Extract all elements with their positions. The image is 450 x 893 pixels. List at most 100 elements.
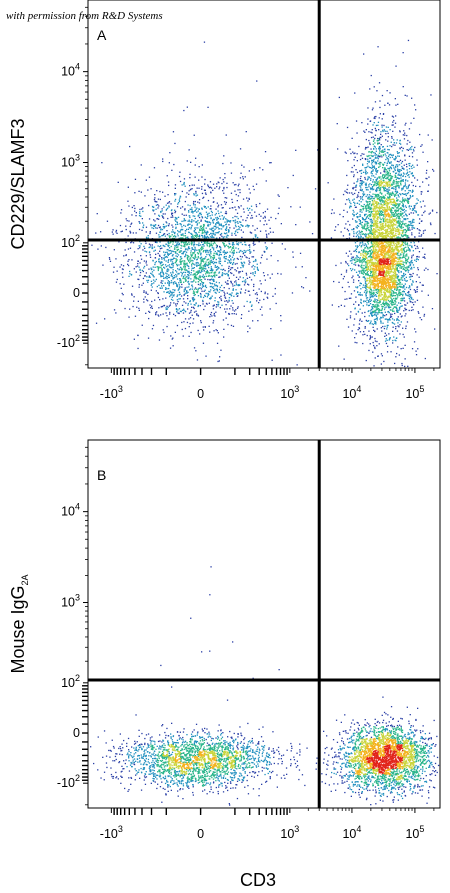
event-dot <box>365 158 367 161</box>
event-dot <box>365 229 368 232</box>
event-dot <box>228 293 230 295</box>
event-dot <box>230 261 232 264</box>
event-dot <box>386 286 388 288</box>
event-dot <box>178 237 180 240</box>
event-dot <box>256 227 258 230</box>
event-dot <box>145 291 147 293</box>
event-dot <box>394 362 396 365</box>
event-dot <box>169 291 172 293</box>
event-dot <box>349 268 352 270</box>
event-dot <box>393 181 395 184</box>
event-dot <box>197 253 200 255</box>
event-dot <box>187 271 189 273</box>
event-dot <box>161 261 163 263</box>
event-dot <box>353 318 356 320</box>
event-dot <box>413 221 415 223</box>
event-dot <box>190 226 192 229</box>
event-dot <box>192 260 194 262</box>
event-dot <box>200 265 202 267</box>
event-dot <box>375 314 377 316</box>
event-dot <box>159 198 161 201</box>
event-dot <box>189 220 191 223</box>
event-dot <box>183 309 185 311</box>
event-dot <box>163 331 165 334</box>
event-dot <box>248 225 250 227</box>
event-dot <box>375 318 378 320</box>
event-dot <box>414 207 416 209</box>
event-dot <box>431 209 434 211</box>
event-dot <box>155 260 157 263</box>
event-dot <box>227 271 230 273</box>
event-dot <box>158 215 161 217</box>
event-dot <box>391 309 394 311</box>
event-dot <box>385 222 387 225</box>
event-dot <box>217 231 219 234</box>
event-dot <box>163 285 165 287</box>
event-dot <box>232 325 235 327</box>
event-dot <box>386 90 388 92</box>
event-dot <box>176 278 179 280</box>
event-dot <box>396 214 398 216</box>
event-dot <box>407 202 410 204</box>
event-dot <box>184 262 186 264</box>
event-dot <box>150 224 152 227</box>
event-dot <box>381 201 383 203</box>
event-dot <box>395 292 397 294</box>
event-dot <box>363 219 365 221</box>
event-dot <box>224 296 226 298</box>
event-dot <box>246 300 248 303</box>
event-dot <box>406 253 408 255</box>
event-dot <box>222 226 224 228</box>
event-dot <box>384 196 386 199</box>
event-dot <box>373 199 375 202</box>
event-dot <box>187 304 189 306</box>
event-dot <box>178 200 181 202</box>
event-dot <box>395 194 397 196</box>
event-dot <box>251 266 253 268</box>
event-dot <box>382 151 384 153</box>
event-dot <box>154 200 156 202</box>
event-dot <box>368 349 370 352</box>
event-dot <box>364 214 366 217</box>
event-dot <box>378 198 380 200</box>
plot-frame <box>87 0 441 369</box>
event-dot <box>400 229 402 231</box>
event-dot <box>148 276 150 278</box>
event-dot <box>193 273 195 275</box>
event-dot <box>360 242 362 244</box>
event-dot <box>223 294 226 297</box>
event-dot <box>183 301 185 303</box>
event-dot <box>172 258 174 260</box>
event-dot <box>221 235 223 238</box>
event-dot <box>374 201 376 203</box>
event-dot <box>150 284 152 286</box>
event-dot <box>167 260 169 262</box>
event-dot <box>175 260 177 262</box>
event-dot <box>371 161 373 163</box>
event-dot <box>355 251 358 253</box>
event-dot <box>360 253 362 255</box>
event-dot <box>201 270 203 272</box>
event-dot <box>162 298 164 300</box>
event-dot <box>386 285 388 287</box>
event-dot <box>213 304 215 307</box>
event-dot <box>408 176 410 178</box>
event-dot <box>381 204 383 206</box>
event-dot <box>116 232 118 234</box>
event-dot <box>168 232 170 235</box>
event-dot <box>401 221 403 223</box>
event-dot <box>227 274 229 276</box>
event-dot <box>383 177 385 179</box>
event-dot <box>364 327 366 329</box>
event-dot <box>214 242 216 244</box>
event-dot <box>359 257 361 259</box>
event-dot <box>253 169 255 171</box>
event-dot <box>155 290 157 292</box>
event-dot <box>259 230 262 232</box>
event-dot <box>201 232 203 235</box>
event-dot <box>238 207 240 209</box>
event-dot <box>243 262 246 264</box>
event-dot <box>198 199 201 201</box>
event-dot <box>220 225 223 227</box>
event-dot <box>184 208 186 210</box>
